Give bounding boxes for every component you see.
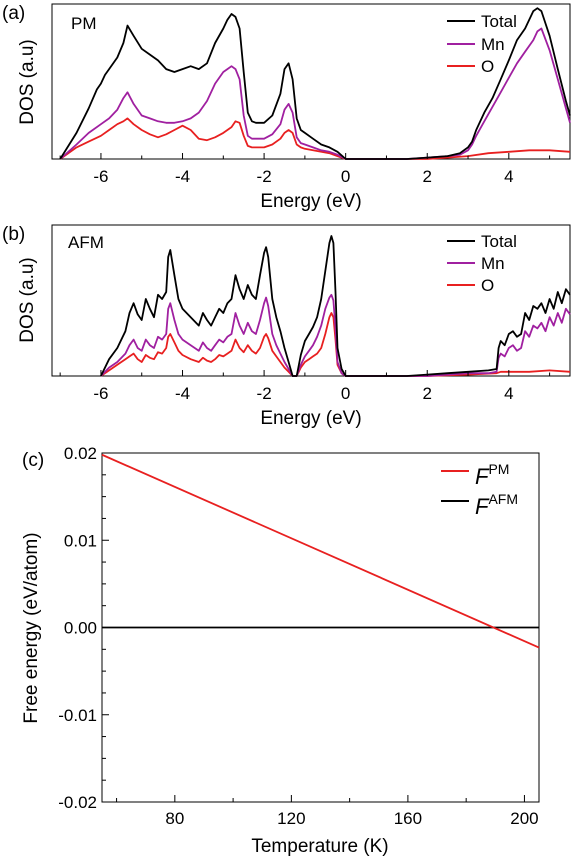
panel-a-x-tick-label: 0 [341,167,350,186]
panel-c-legend: FPM FAFM [441,461,518,519]
panel-a-plot-frame [51,3,571,160]
panel-a-x-tick-label: -4 [175,167,190,186]
panel-c-y-tick-label: -0.01 [58,706,97,725]
panel-c-x-tick-label: 200 [510,809,538,828]
panel-b-series-mn [100,293,571,377]
panel-b-plot-frame [51,224,571,377]
panel-c-legend-label-fpm: FPM [475,461,509,489]
panel-b-curves [100,235,571,377]
panel-a-x-tick-label: 4 [504,167,513,186]
panel-c-legend-fpm-sup: PM [488,461,509,477]
panel-c-lines [101,453,540,649]
panel-a-x-axis-label: Energy (eV) [260,191,361,212]
panel-a-curves [59,7,571,160]
panel-c-y-tick-label: 0.00 [64,619,97,638]
panel-b-label: (b) [2,224,25,245]
panel-c-y-axis-label: Free energy (eV/atom) [21,532,42,723]
panel-b-x-tick-label: -2 [257,384,272,403]
panel-a-legend: Total Mn O [447,12,517,76]
panel-a-ticks: -6 -4 -2 0 2 4 [59,153,551,186]
panel-b-series-total [100,235,571,377]
panel-b-x-tick-label: 2 [423,384,432,403]
panel-b-x-tick-label: -4 [175,384,190,403]
panel-c-y-tick-label: -0.02 [58,793,97,812]
panel-b-inset-label: AFM [68,233,104,252]
panel-c-x-tick-label: 160 [394,809,422,828]
panel-b-legend: Total Mn O [447,232,517,295]
panel-a-legend-label-o: O [481,57,494,76]
panel-b-x-tick-label: -6 [93,384,108,403]
panel-a-x-tick-label: 2 [423,167,432,186]
panel-c-x-axis-label: Temperature (K) [251,836,388,857]
panel-b: (b) AFM -6 -4 -2 0 2 4 Energy (eV) DOS (a.u) … [2,224,571,429]
panel-b-x-axis-label: Energy (eV) [260,408,361,429]
panel-c-y-tick-label: 0.01 [64,531,97,550]
panel-c-legend-label-fafm: FAFM [475,491,518,519]
panel-a-x-tick-label: -2 [257,167,272,186]
panel-c-legend-fpm-base: F [475,464,490,489]
panel-b-x-tick-label: 4 [504,384,513,403]
panel-a: (a) PM -6 -4 -2 0 2 4 Energy (eV) DOS (a.u) T… [2,3,571,212]
panel-a-x-tick-label: -6 [93,167,108,186]
panel-b-legend-label-mn: Mn [481,254,505,273]
panel-c-ticks: 80 120 160 200 -0.02 -0.01 0.00 0.01 0.02 [58,444,538,828]
panel-c-x-tick-label: 80 [165,809,184,828]
panel-c: (c) 80 120 160 200 -0.02 -0.01 0.00 0.01 0.02 Te… [21,444,540,857]
panel-a-legend-label-total: Total [481,12,517,31]
panel-b-y-axis-label: DOS (a.u) [17,257,38,343]
panel-a-label: (a) [2,3,25,24]
panel-a-series-total [59,7,571,160]
panel-a-legend-label-mn: Mn [481,35,505,54]
panel-c-y-tick-label: 0.02 [64,444,97,463]
panel-c-series-fpm [101,453,540,649]
panel-c-label: (c) [22,450,44,471]
panel-a-series-mn [59,27,571,160]
panel-b-legend-label-o: O [481,276,494,295]
panel-a-y-axis-label: DOS (a.u) [17,39,38,125]
panel-a-series-o [59,117,571,160]
panel-c-x-tick-label: 120 [277,809,305,828]
panel-b-ticks: -6 -4 -2 0 2 4 [59,370,551,403]
panel-c-legend-fafm-sup: AFM [488,491,518,507]
panel-c-legend-fafm-base: F [475,494,490,519]
panel-a-inset-label: PM [71,14,97,33]
panel-b-x-tick-label: 0 [341,384,350,403]
panel-b-legend-label-total: Total [481,232,517,251]
